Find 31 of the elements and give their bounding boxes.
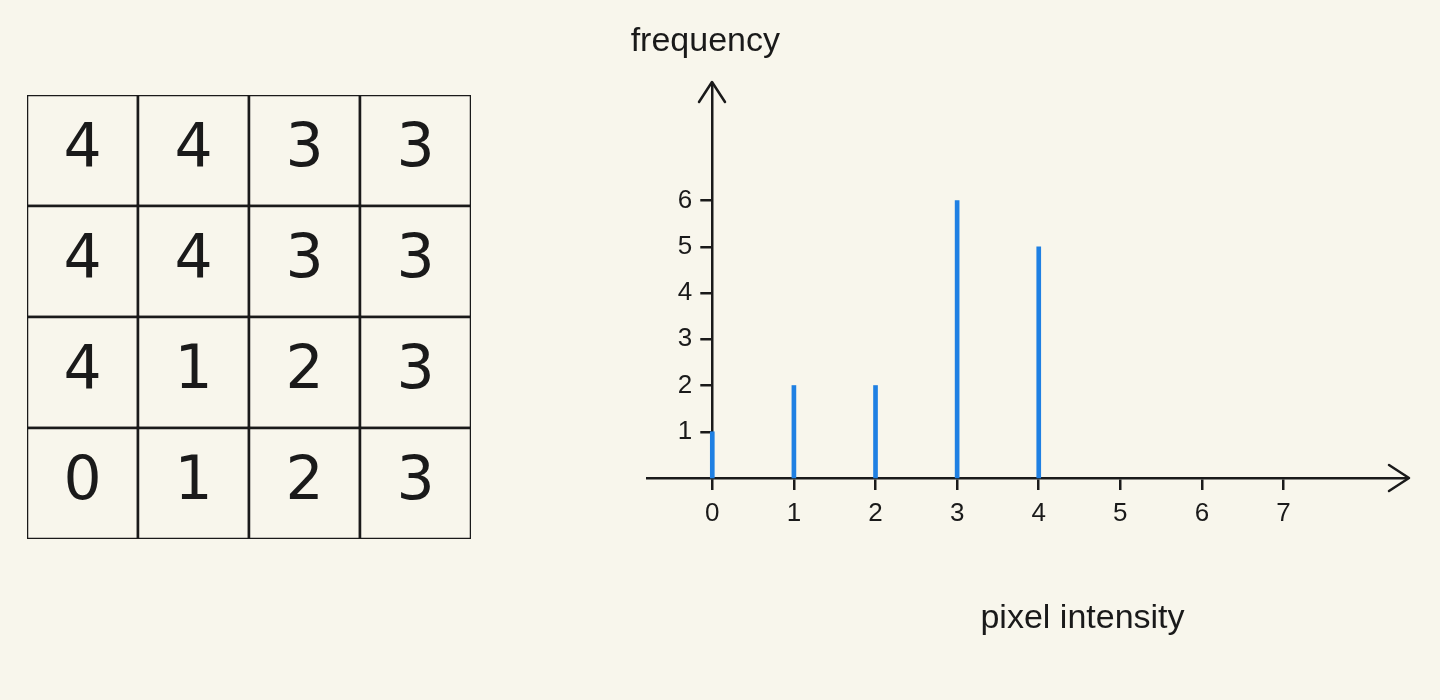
data-label: 3 xyxy=(396,221,435,292)
data-label: 4 xyxy=(63,221,102,292)
bar xyxy=(873,385,878,479)
x-tick-label: 0 xyxy=(705,496,720,527)
x-tick-label: 3 xyxy=(949,496,965,527)
y-tick-label: 1 xyxy=(677,414,693,445)
data-label: 4 xyxy=(63,332,102,403)
y-tick-label: 2 xyxy=(677,368,693,399)
x-tick-label: 2 xyxy=(868,496,883,527)
x-tick-label: 4 xyxy=(1031,496,1046,527)
y-tick-label: 5 xyxy=(677,230,693,260)
x-tick-label: 1 xyxy=(786,496,802,527)
y-tick-label: 6 xyxy=(677,183,693,214)
data-label: 3 xyxy=(396,332,435,403)
y-tick-label: 3 xyxy=(677,322,693,353)
x-axis-title: pixel intensity xyxy=(980,597,1185,635)
y-tick-label: 4 xyxy=(677,276,693,307)
x-tick-label: 5 xyxy=(1113,496,1128,527)
bar xyxy=(1036,246,1042,479)
x-tick-label: 6 xyxy=(1194,496,1210,527)
bar xyxy=(709,431,715,479)
x-tick-label: 7 xyxy=(1276,496,1291,527)
data-label: 3 xyxy=(285,221,324,292)
data-label: 2 xyxy=(285,332,324,403)
y-axis-title: frequency xyxy=(630,20,780,58)
data-label: 1 xyxy=(174,332,213,403)
data-label: 4 xyxy=(174,110,213,181)
data-label: 4 xyxy=(63,110,102,181)
data-label: 3 xyxy=(396,110,435,181)
data-label: 3 xyxy=(285,110,324,181)
data-label: 4 xyxy=(174,221,213,292)
